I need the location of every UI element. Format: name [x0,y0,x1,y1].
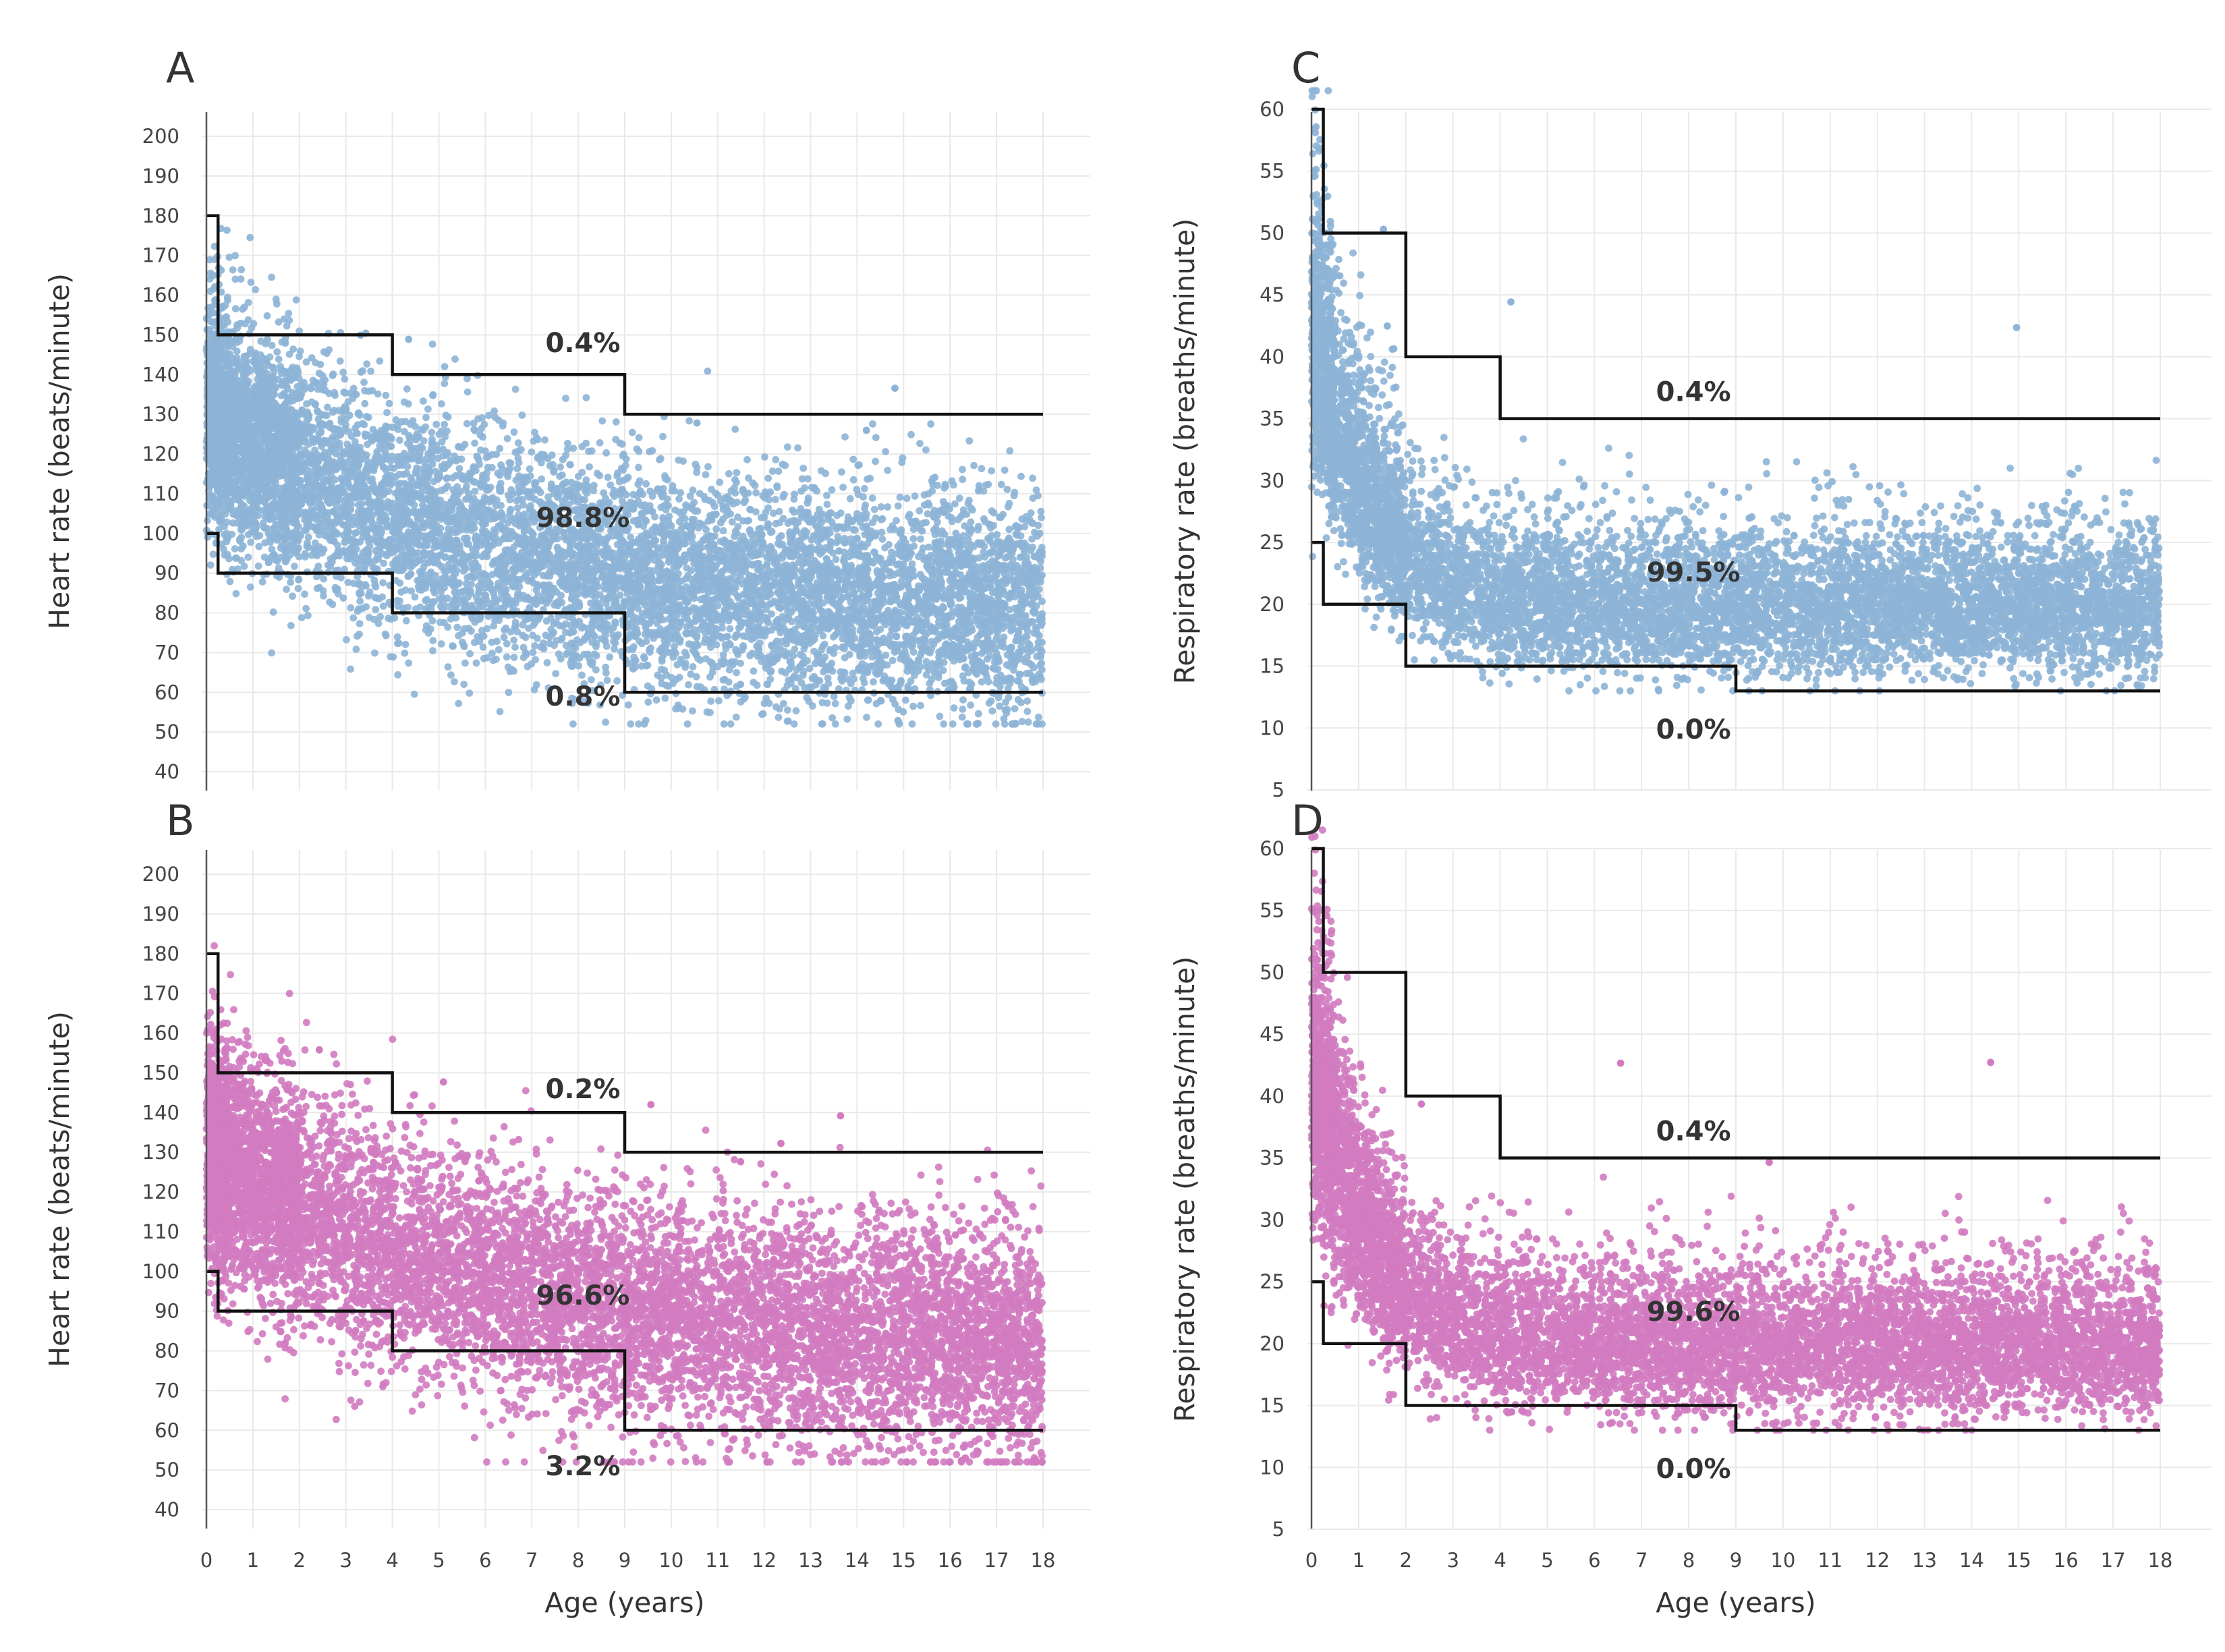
panel-a-point [515,439,522,447]
panel-a-point [629,491,637,499]
panel-a-point [625,702,632,709]
panel-a-point [1023,697,1031,705]
panel-a-point [967,518,975,525]
panel-a-point [1017,699,1025,706]
panel-a-point [978,465,986,472]
panel-a-point [951,704,958,712]
panel-a-heart-rate-blue: A 20019018017016015014013012011010090807… [43,43,1090,791]
panel-a-point [466,650,474,658]
panel-a-point [838,468,845,476]
panel-a-point [270,608,277,616]
panel-a-point [210,550,217,558]
panel-a-point [959,696,967,704]
panel-a-point [965,437,973,445]
panel-a-point [207,561,215,569]
panel-a-point [750,667,758,675]
panel-a-point [375,620,383,627]
panel-a-point [511,654,518,661]
panel-letter-a: A [166,43,194,92]
panel-a-point [1004,486,1011,493]
panel-a-point [353,646,360,653]
panel-a-point [956,494,963,502]
panel-a-point [420,397,427,405]
panel-a-point [301,590,308,598]
panel-a-point [505,689,513,696]
panel-a-point [451,355,459,363]
panel-a-point [453,624,461,631]
panel-a-point [552,670,559,677]
vital-signs-figure: A 20019018017016015014013012011010090807… [0,0,2225,1652]
panel-a-point [503,654,511,661]
panel-a-point [869,420,876,428]
panel-a-point [356,598,364,605]
panel-a-point [627,720,634,728]
panel-a-point [445,663,452,671]
panel-a-point [255,543,262,550]
panel-a-point [959,476,966,483]
panel-a-point [775,714,783,721]
panel-a-point [347,666,354,673]
panel-a-point [839,484,847,491]
panel-a-point [725,470,733,478]
panel-a-point [689,708,696,715]
panel-a-point [495,646,503,654]
panel-a-point [432,421,440,428]
panel-a-point [461,660,469,667]
panel-a-point [447,671,455,679]
panel-a-point [455,700,462,708]
panel-a-point [911,492,919,500]
panel-a-point [907,431,915,438]
panel-a-point [833,556,840,563]
panel-a-point [653,696,660,704]
panel-a-point [304,612,312,619]
panel-a-point [295,585,302,592]
panel-a-point [925,544,932,551]
panel-a-point [289,592,296,600]
panel-a-point [339,369,347,376]
